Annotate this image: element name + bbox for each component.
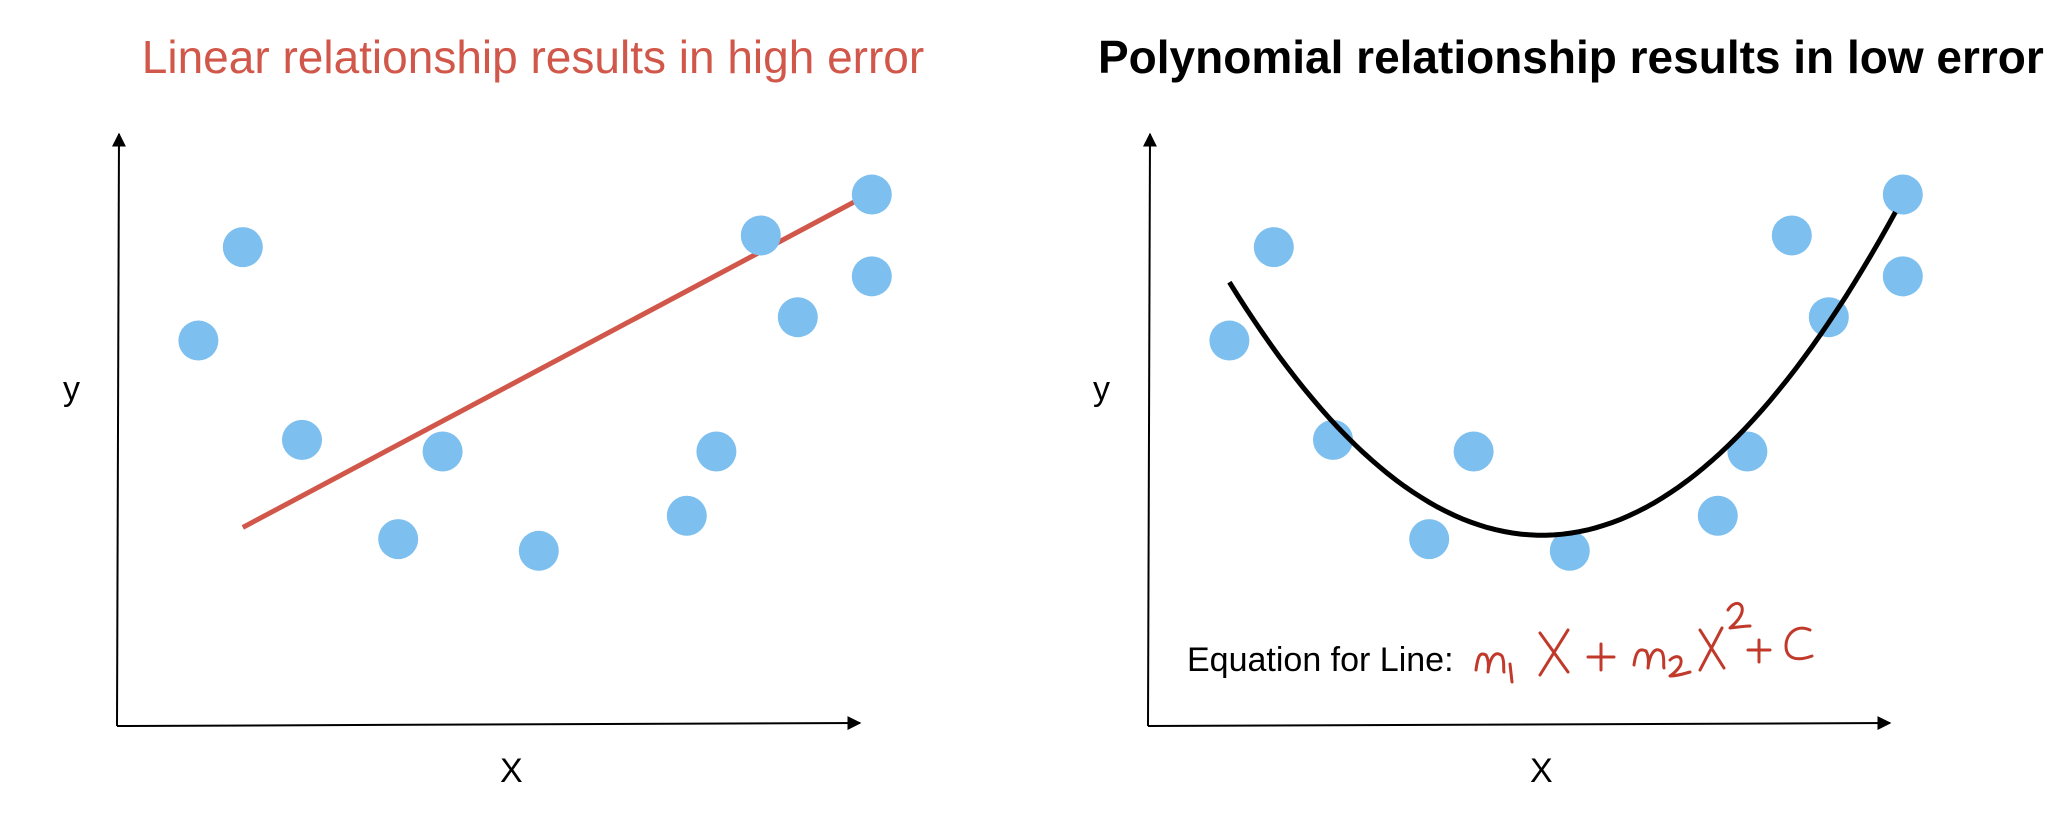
data-point bbox=[1253, 227, 1294, 268]
data-point bbox=[1453, 431, 1494, 472]
data-point bbox=[1771, 215, 1812, 256]
data-point bbox=[851, 256, 892, 297]
linear-fit-line bbox=[241, 198, 859, 530]
data-point bbox=[696, 431, 737, 472]
x-axis bbox=[116, 716, 862, 731]
data-point bbox=[1882, 256, 1923, 297]
polynomial-fit-curve bbox=[1227, 210, 1898, 538]
data-point bbox=[1882, 174, 1923, 215]
data-point bbox=[1549, 530, 1590, 571]
data-point bbox=[378, 519, 419, 560]
data-point bbox=[222, 227, 263, 268]
left-x-axis-label: X bbox=[500, 752, 523, 790]
data-point bbox=[1697, 495, 1738, 536]
handwritten-equation bbox=[1474, 602, 1814, 684]
data-point bbox=[666, 495, 707, 536]
data-point bbox=[1409, 519, 1450, 560]
data-point bbox=[518, 530, 559, 571]
y-axis bbox=[1142, 132, 1157, 727]
data-point bbox=[178, 320, 219, 361]
data-point bbox=[1727, 431, 1768, 472]
data-point bbox=[422, 431, 463, 472]
y-axis bbox=[111, 132, 126, 727]
x-axis bbox=[1147, 716, 1892, 731]
right-x-axis-label: X bbox=[1530, 752, 1553, 790]
data-point bbox=[1209, 320, 1250, 361]
right-chart-title: Polynomial relationship results in low e… bbox=[1098, 31, 2044, 83]
data-point bbox=[851, 174, 892, 215]
left-chart-title: Linear relationship results in high erro… bbox=[141, 31, 925, 83]
data-point bbox=[740, 215, 781, 256]
left-chart bbox=[111, 132, 892, 731]
right-y-axis-label: y bbox=[1093, 370, 1110, 408]
left-y-axis-label: y bbox=[63, 370, 80, 408]
data-point bbox=[282, 419, 322, 460]
equation-label: Equation for Line: bbox=[1187, 641, 1454, 679]
right-chart bbox=[1142, 132, 1923, 731]
data-point bbox=[777, 297, 818, 338]
